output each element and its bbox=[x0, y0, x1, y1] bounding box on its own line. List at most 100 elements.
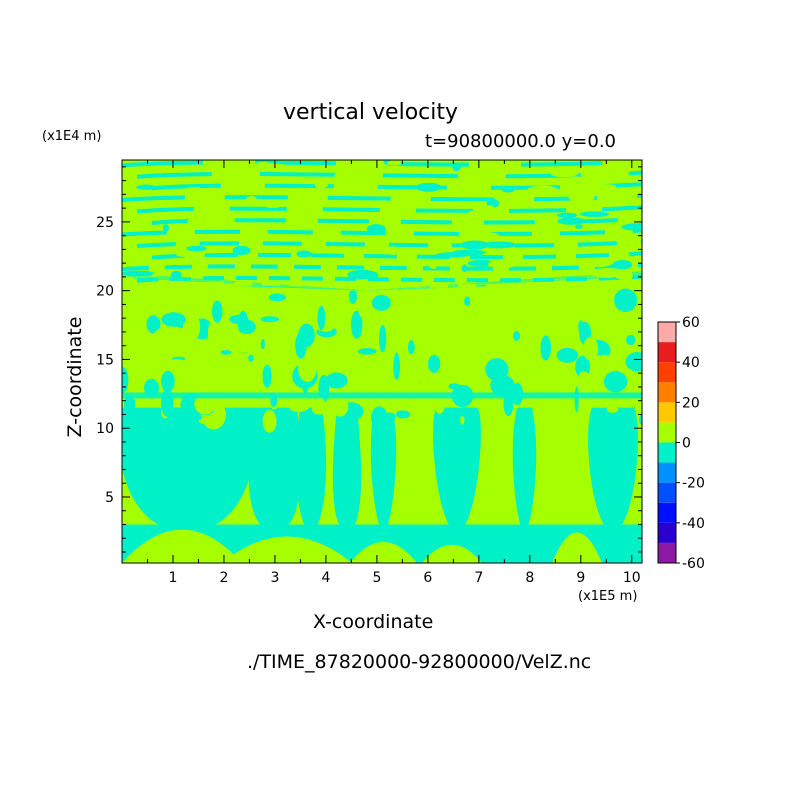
colorbar-swatch-0 bbox=[658, 542, 676, 563]
wave-band-10 bbox=[136, 222, 642, 231]
y-tick-label-0: 5 bbox=[105, 490, 114, 506]
mid-patch-62 bbox=[395, 410, 411, 419]
mid-patch-101 bbox=[122, 367, 129, 393]
upper-patch-53 bbox=[486, 205, 495, 211]
mid-patch-139 bbox=[336, 332, 347, 348]
mid-patch-57 bbox=[500, 342, 517, 363]
colorbar-label-4: -20 bbox=[682, 476, 705, 492]
mid-patch-5 bbox=[348, 289, 358, 304]
mid-patch-126 bbox=[298, 355, 317, 382]
colorbar-swatch-3 bbox=[658, 482, 676, 503]
mid-patch-67 bbox=[574, 386, 579, 413]
mid-patch-104 bbox=[546, 313, 566, 334]
mid-patch-85 bbox=[313, 289, 333, 317]
upper-patch-10 bbox=[585, 259, 612, 268]
contour-field bbox=[122, 160, 782, 563]
wave-band-8 bbox=[151, 234, 642, 243]
plume-6 bbox=[512, 407, 537, 532]
plot-frame bbox=[121, 159, 643, 564]
upper-patch-20 bbox=[567, 176, 585, 185]
time-info: t=90800000.0 y=0.0 bbox=[425, 131, 617, 152]
mid-patch-46 bbox=[146, 315, 161, 334]
plume-0 bbox=[122, 407, 256, 532]
plume-8 bbox=[678, 408, 736, 532]
colorbar-swatch-4 bbox=[658, 462, 676, 483]
mid-patch-86 bbox=[317, 305, 326, 331]
x-tick-label-3: 4 bbox=[321, 570, 330, 586]
plume-3 bbox=[332, 407, 362, 532]
mid-patch-40 bbox=[220, 350, 232, 355]
plume-5 bbox=[433, 407, 481, 532]
upper-patch-31 bbox=[579, 211, 610, 217]
wave-band-9 bbox=[122, 228, 642, 237]
mid-patch-136 bbox=[556, 347, 579, 363]
colorbar-swatch-7 bbox=[658, 402, 676, 423]
upper-patch-43 bbox=[460, 240, 490, 250]
mid-patch-121 bbox=[194, 393, 217, 415]
upper-patch-54 bbox=[557, 241, 565, 248]
upper-patch-21 bbox=[232, 245, 251, 256]
wave-band-16 bbox=[136, 187, 642, 197]
plume-1 bbox=[248, 407, 301, 532]
wave-band-14 bbox=[151, 199, 642, 208]
colorbar-label-5: -40 bbox=[682, 516, 705, 532]
bottom-lump-4 bbox=[552, 532, 602, 563]
mid-patch-111 bbox=[379, 324, 387, 353]
z-unit-label: (x1E4 m) bbox=[42, 129, 102, 144]
upper-patch-33 bbox=[122, 270, 155, 277]
colorbar-label-2: 20 bbox=[682, 395, 700, 411]
wave-band-4 bbox=[136, 257, 642, 266]
mid-patch-125 bbox=[260, 339, 265, 350]
upper-patch-37 bbox=[502, 187, 515, 193]
bottom-lump-1 bbox=[222, 536, 352, 563]
upper-patch-8 bbox=[254, 162, 273, 168]
x-tick-label-9: 10 bbox=[623, 570, 641, 586]
bottom-lump-5 bbox=[732, 543, 782, 563]
mid-patch-26 bbox=[198, 418, 217, 425]
mid-patch-65 bbox=[373, 351, 378, 372]
upper-patch-35 bbox=[468, 231, 500, 241]
mid-patch-78 bbox=[358, 299, 365, 317]
mid-patch-127 bbox=[194, 281, 201, 308]
x-tick-label-2: 3 bbox=[270, 570, 279, 586]
mid-patch-106 bbox=[312, 396, 325, 408]
colorbar: 60 40 20 0 -20 -40 -60 bbox=[657, 315, 705, 572]
upper-patch-0 bbox=[366, 224, 386, 234]
mid-patch-73 bbox=[606, 406, 619, 413]
upper-patch-14 bbox=[615, 272, 633, 280]
mid-patch-69 bbox=[280, 330, 286, 352]
wave-band-18 bbox=[122, 176, 642, 185]
upper-patch-17 bbox=[422, 271, 446, 277]
mid-patch-72 bbox=[144, 378, 159, 397]
y-tick-label-3: 20 bbox=[96, 284, 114, 300]
mid-patch-80 bbox=[165, 359, 187, 365]
mid-patch-70 bbox=[268, 293, 286, 302]
y-tick-label-2: 15 bbox=[96, 352, 114, 368]
mid-patch-118 bbox=[464, 296, 471, 307]
upper-patch-34 bbox=[170, 270, 182, 280]
colorbar-swatch-6 bbox=[658, 422, 676, 443]
y-tick-label-4: 25 bbox=[96, 215, 114, 231]
colorbar-swatch-10 bbox=[658, 342, 676, 363]
colorbar-swatch-11 bbox=[658, 322, 676, 343]
upper-patch-16 bbox=[452, 163, 461, 172]
colorbar-label-3: 0 bbox=[682, 436, 691, 452]
mid-patch-71 bbox=[485, 415, 495, 424]
upper-patch-15 bbox=[187, 217, 212, 225]
mid-patch-90 bbox=[237, 319, 256, 335]
mid-patch-19 bbox=[625, 352, 642, 372]
mid-patch-131 bbox=[490, 375, 515, 396]
bottom-lump-3 bbox=[422, 544, 482, 563]
upper-patch-26 bbox=[461, 264, 468, 272]
wave-band-1 bbox=[136, 274, 642, 283]
wave-band-21 bbox=[122, 160, 642, 168]
mid-patch-137 bbox=[212, 300, 223, 323]
x-unit-label: (x1E5 m) bbox=[578, 589, 638, 604]
wave-band-6 bbox=[122, 245, 642, 254]
upper-patch-46 bbox=[186, 245, 207, 252]
upper-patch-23 bbox=[556, 217, 586, 225]
wave-band-2 bbox=[151, 268, 642, 277]
mid-patch-95 bbox=[371, 406, 388, 429]
upper-patch-6 bbox=[467, 210, 481, 217]
mid-patch-120 bbox=[357, 348, 377, 355]
